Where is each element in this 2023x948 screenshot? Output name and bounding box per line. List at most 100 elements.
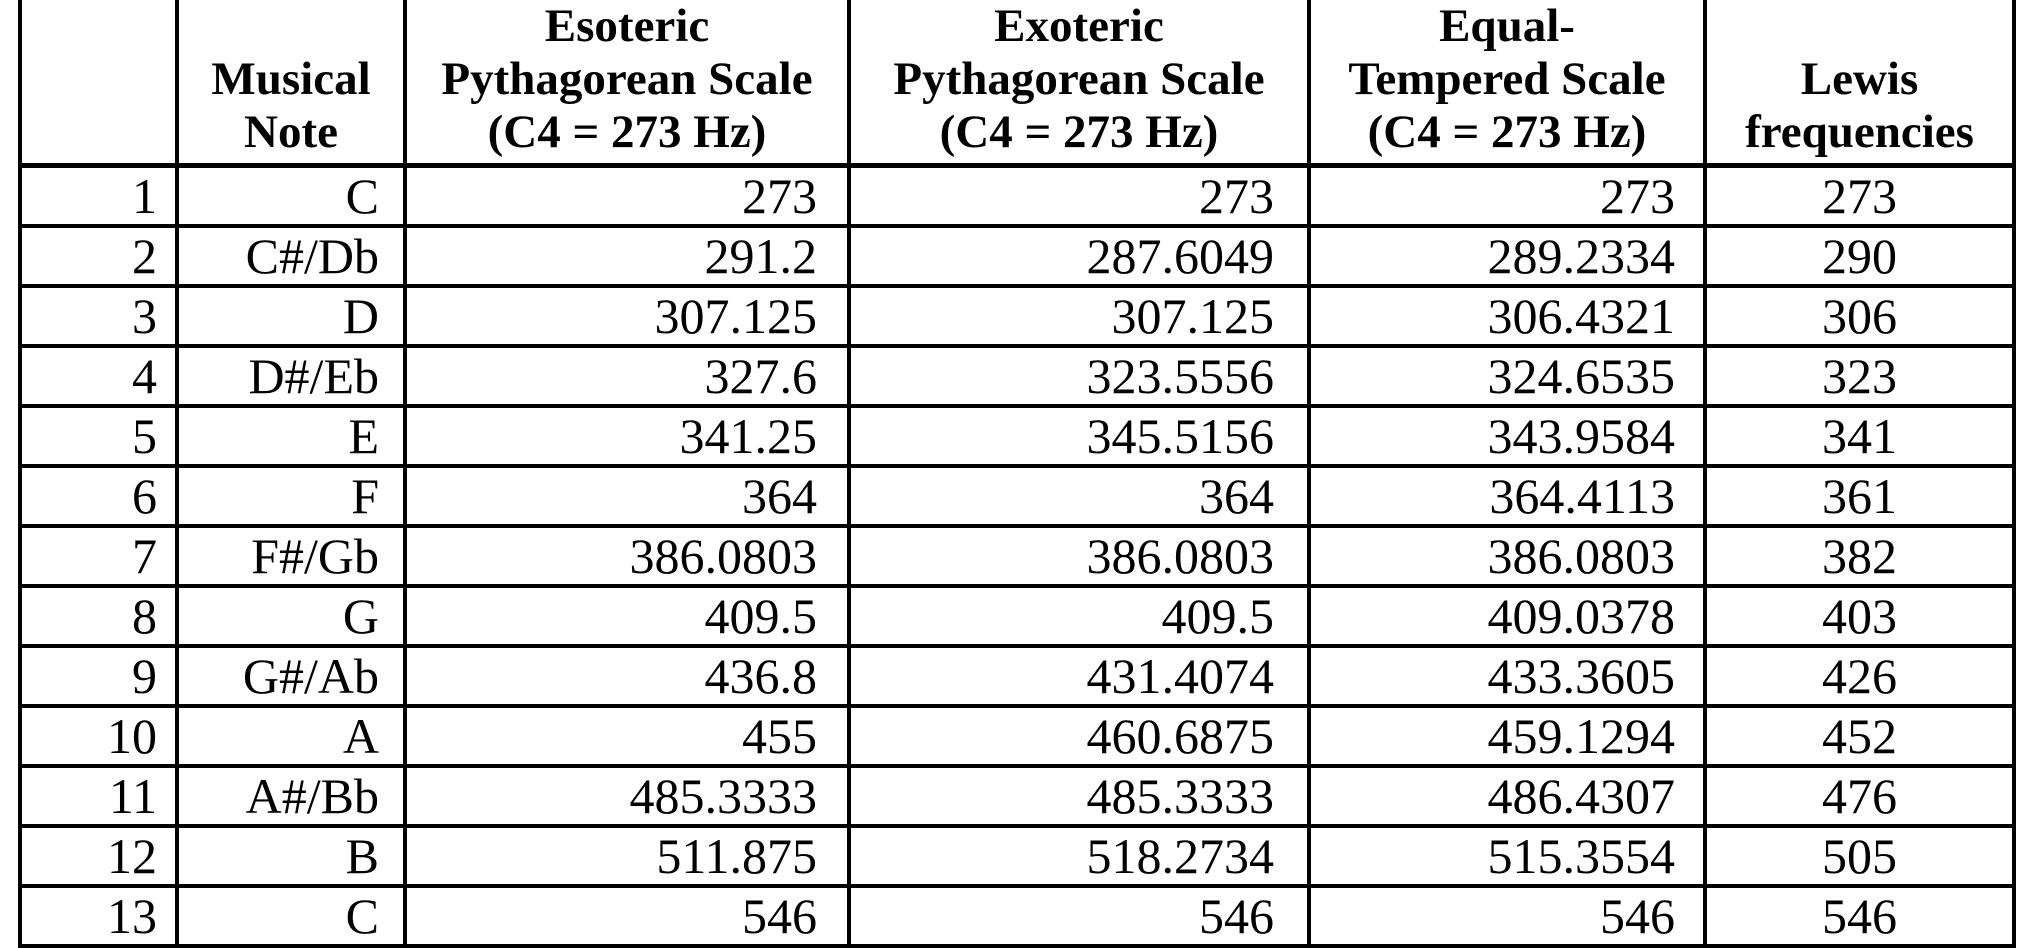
exoteric-value-cell: 345.5156 bbox=[847, 404, 1311, 468]
equal-tempered-value-cell: 273 bbox=[1307, 163, 1707, 228]
table-row: 7 F#/Gb 386.0803 386.0803 386.0803 382 bbox=[18, 524, 2016, 588]
musical-note-cell: A bbox=[175, 704, 407, 768]
table-row: 4 D#/Eb 327.6 323.5556 324.6535 323 bbox=[18, 344, 2016, 408]
lewis-frequency-cell: 361 bbox=[1703, 464, 2016, 528]
lewis-frequency-cell: 546 bbox=[1703, 884, 2016, 948]
lewis-frequency-cell: 452 bbox=[1703, 704, 2016, 768]
esoteric-value-cell: 546 bbox=[403, 884, 851, 948]
lewis-frequency-cell: 323 bbox=[1703, 344, 2016, 408]
exoteric-value-cell: 307.125 bbox=[847, 284, 1311, 348]
exoteric-value-cell: 273 bbox=[847, 163, 1311, 228]
equal-tempered-value-cell: 546 bbox=[1307, 884, 1707, 948]
header-line: Exoteric bbox=[994, 0, 1164, 52]
exoteric-value-cell: 386.0803 bbox=[847, 524, 1311, 588]
equal-tempered-value-cell: 343.9584 bbox=[1307, 404, 1707, 468]
esoteric-value-cell: 485.3333 bbox=[403, 764, 851, 828]
header-line: frequencies bbox=[1745, 106, 1974, 158]
exoteric-value-cell: 431.4074 bbox=[847, 644, 1311, 708]
column-header-musical-note: Musical Note bbox=[175, 0, 407, 168]
lewis-frequency-cell: 403 bbox=[1703, 584, 2016, 648]
musical-note-cell: F#/Gb bbox=[175, 524, 407, 588]
header-line: Tempered Scale bbox=[1348, 53, 1666, 105]
musical-note-cell: F bbox=[175, 464, 407, 528]
musical-note-cell: C bbox=[175, 884, 407, 948]
row-number-cell: 5 bbox=[18, 404, 179, 468]
header-line: Pythagorean Scale bbox=[441, 53, 813, 105]
table-row: 1 C 273 273 273 273 bbox=[18, 163, 2016, 228]
lewis-frequency-cell: 505 bbox=[1703, 824, 2016, 888]
header-line: (C4 = 273 Hz) bbox=[939, 106, 1219, 158]
equal-tempered-value-cell: 386.0803 bbox=[1307, 524, 1707, 588]
table-row: 8 G 409.5 409.5 409.0378 403 bbox=[18, 584, 2016, 648]
column-header-exoteric-pythagorean: Exoteric Pythagorean Scale (C4 = 273 Hz) bbox=[847, 0, 1311, 168]
table-row: 11 A#/Bb 485.3333 485.3333 486.4307 476 bbox=[18, 764, 2016, 828]
header-line: Esoteric bbox=[544, 0, 710, 52]
header-line: Lewis bbox=[1800, 53, 1919, 105]
column-header-equal-tempered: Equal- Tempered Scale (C4 = 273 Hz) bbox=[1307, 0, 1707, 168]
exoteric-value-cell: 518.2734 bbox=[847, 824, 1311, 888]
row-number-cell: 6 bbox=[18, 464, 179, 528]
esoteric-value-cell: 291.2 bbox=[403, 224, 851, 288]
row-number-cell: 13 bbox=[18, 884, 179, 948]
header-line: (C4 = 273 Hz) bbox=[487, 106, 767, 158]
lewis-frequency-cell: 306 bbox=[1703, 284, 2016, 348]
header-line: Note bbox=[244, 106, 338, 158]
row-number-cell: 4 bbox=[18, 344, 179, 408]
table-row: 2 C#/Db 291.2 287.6049 289.2334 290 bbox=[18, 224, 2016, 288]
row-number-cell: 8 bbox=[18, 584, 179, 648]
exoteric-value-cell: 323.5556 bbox=[847, 344, 1311, 408]
esoteric-value-cell: 386.0803 bbox=[403, 524, 851, 588]
lewis-frequency-cell: 341 bbox=[1703, 404, 2016, 468]
lewis-frequency-cell: 273 bbox=[1703, 163, 2016, 228]
header-line: Equal- bbox=[1439, 0, 1575, 52]
row-number-cell: 2 bbox=[18, 224, 179, 288]
esoteric-value-cell: 455 bbox=[403, 704, 851, 768]
table-row: 10 A 455 460.6875 459.1294 452 bbox=[18, 704, 2016, 768]
musical-note-cell: A#/Bb bbox=[175, 764, 407, 828]
equal-tempered-value-cell: 324.6535 bbox=[1307, 344, 1707, 408]
musical-note-cell: C bbox=[175, 163, 407, 228]
row-number-cell: 1 bbox=[18, 163, 179, 228]
musical-note-cell: E bbox=[175, 404, 407, 468]
equal-tempered-value-cell: 433.3605 bbox=[1307, 644, 1707, 708]
table-row: 12 B 511.875 518.2734 515.3554 505 bbox=[18, 824, 2016, 888]
equal-tempered-value-cell: 306.4321 bbox=[1307, 284, 1707, 348]
esoteric-value-cell: 341.25 bbox=[403, 404, 851, 468]
esoteric-value-cell: 511.875 bbox=[403, 824, 851, 888]
header-line: (C4 = 273 Hz) bbox=[1367, 106, 1647, 158]
esoteric-value-cell: 307.125 bbox=[403, 284, 851, 348]
row-number-cell: 7 bbox=[18, 524, 179, 588]
musical-note-cell: G#/Ab bbox=[175, 644, 407, 708]
equal-tempered-value-cell: 364.4113 bbox=[1307, 464, 1707, 528]
lewis-frequency-cell: 476 bbox=[1703, 764, 2016, 828]
musical-note-cell: G bbox=[175, 584, 407, 648]
musical-note-cell: D#/Eb bbox=[175, 344, 407, 408]
table-row: 13 C 546 546 546 546 bbox=[18, 884, 2016, 948]
column-header-lewis-frequencies: Lewis frequencies bbox=[1703, 0, 2016, 168]
header-line: Pythagorean Scale bbox=[893, 53, 1265, 105]
header-row: Musical Note Esoteric Pythagorean Scale … bbox=[18, 0, 2016, 168]
esoteric-value-cell: 364 bbox=[403, 464, 851, 528]
table-row: 9 G#/Ab 436.8 431.4074 433.3605 426 bbox=[18, 644, 2016, 708]
lewis-frequency-cell: 382 bbox=[1703, 524, 2016, 588]
musical-scale-frequency-table: Musical Note Esoteric Pythagorean Scale … bbox=[18, 0, 2016, 948]
table-row: 6 F 364 364 364.4113 361 bbox=[18, 464, 2016, 528]
row-number-cell: 3 bbox=[18, 284, 179, 348]
exoteric-value-cell: 485.3333 bbox=[847, 764, 1311, 828]
musical-note-cell: D bbox=[175, 284, 407, 348]
row-number-cell: 11 bbox=[18, 764, 179, 828]
header-line: Musical bbox=[211, 53, 371, 105]
exoteric-value-cell: 546 bbox=[847, 884, 1311, 948]
exoteric-value-cell: 460.6875 bbox=[847, 704, 1311, 768]
equal-tempered-value-cell: 459.1294 bbox=[1307, 704, 1707, 768]
equal-tempered-value-cell: 289.2334 bbox=[1307, 224, 1707, 288]
row-number-cell: 10 bbox=[18, 704, 179, 768]
esoteric-value-cell: 327.6 bbox=[403, 344, 851, 408]
table-row: 5 E 341.25 345.5156 343.9584 341 bbox=[18, 404, 2016, 468]
row-number-cell: 9 bbox=[18, 644, 179, 708]
row-number-cell: 12 bbox=[18, 824, 179, 888]
esoteric-value-cell: 273 bbox=[403, 163, 851, 228]
musical-note-cell: B bbox=[175, 824, 407, 888]
esoteric-value-cell: 436.8 bbox=[403, 644, 851, 708]
